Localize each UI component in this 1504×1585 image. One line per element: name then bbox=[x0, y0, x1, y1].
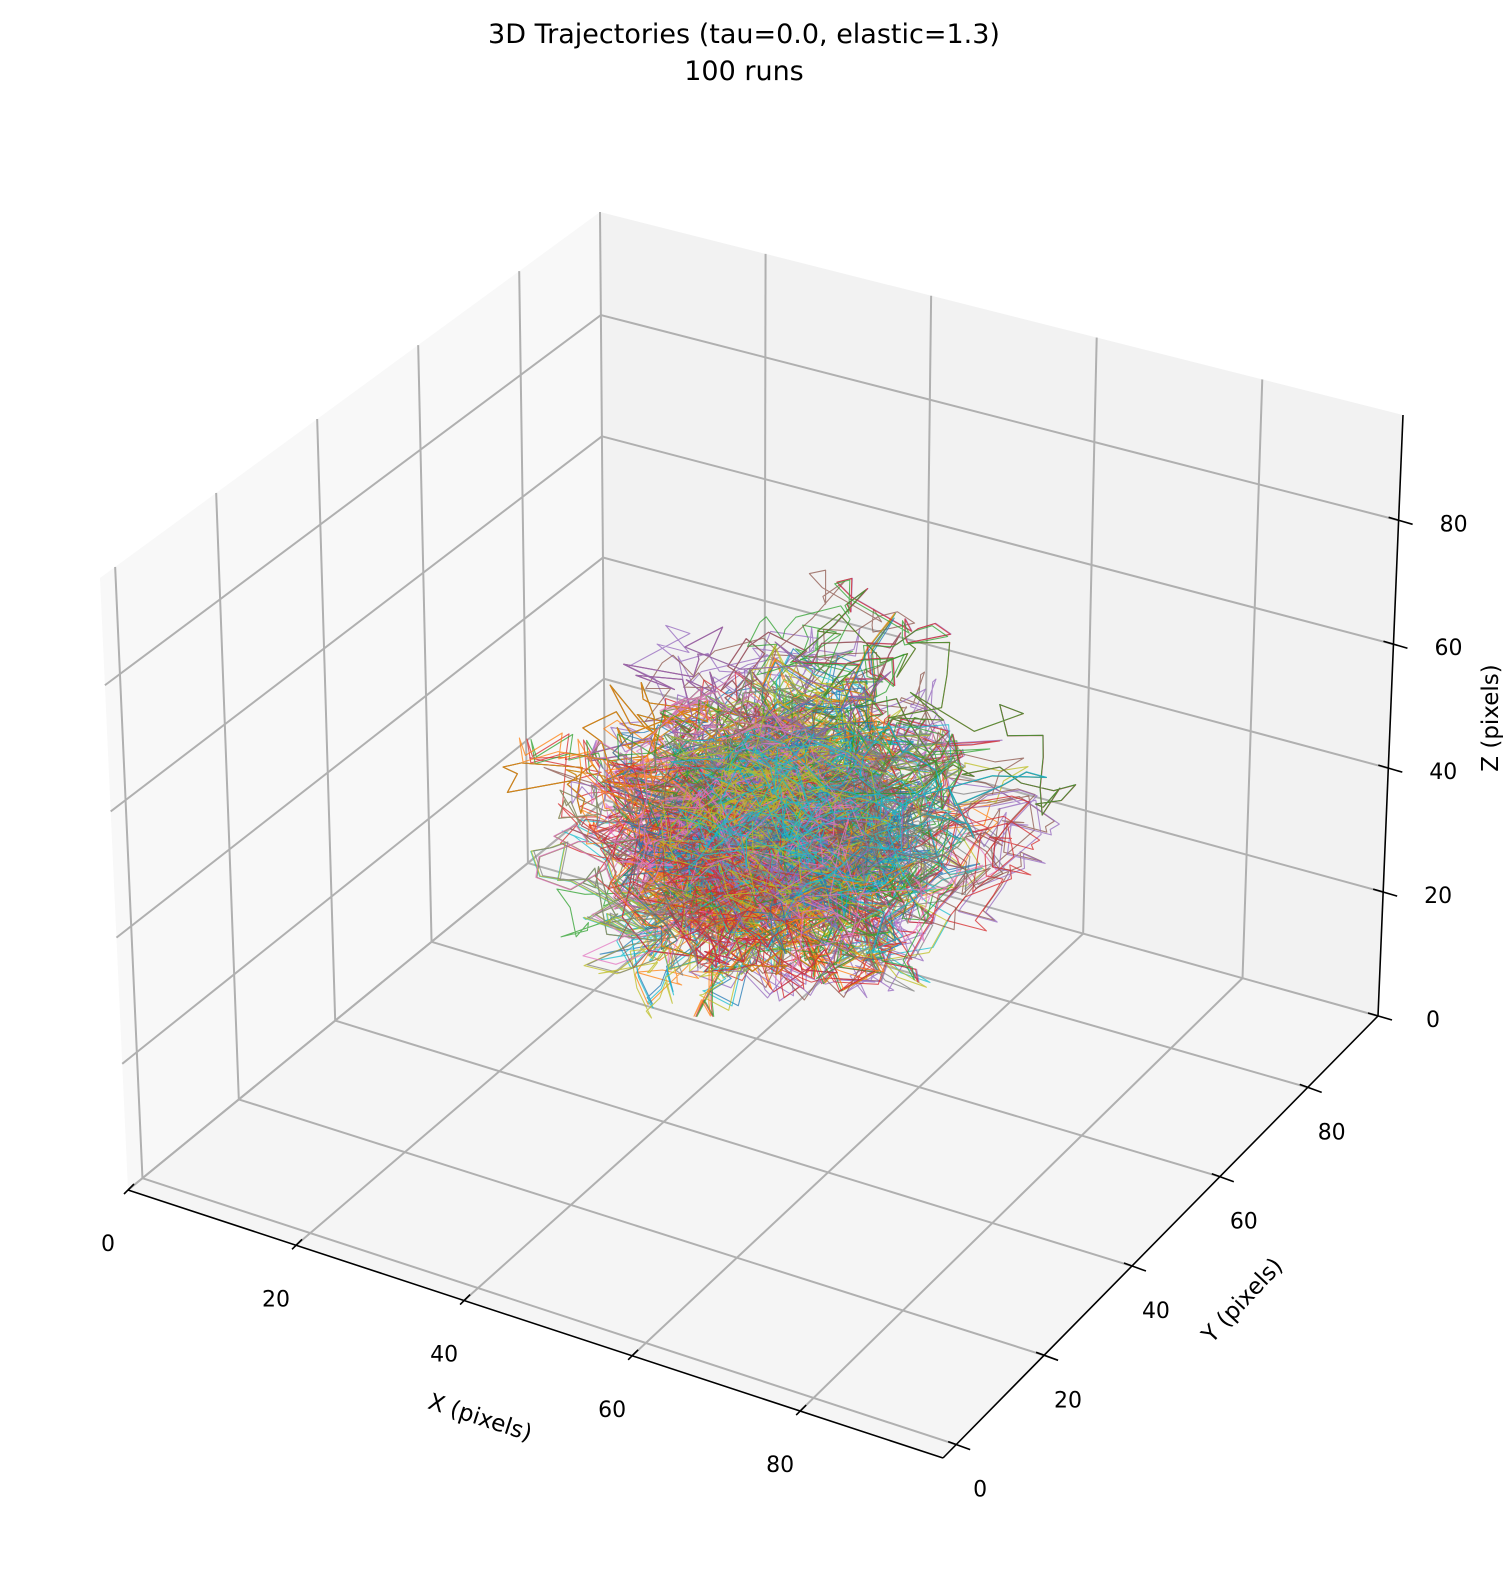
floor-gridline-y bbox=[238, 1098, 1045, 1357]
floor-gridline-y bbox=[431, 940, 1221, 1178]
x-tick-label: 80 bbox=[766, 1453, 794, 1478]
left-gridline-z bbox=[110, 435, 603, 813]
x-tick bbox=[291, 1238, 303, 1250]
trajectory-line bbox=[659, 678, 927, 910]
z-tick-label: 20 bbox=[1424, 884, 1452, 909]
left-gridline-y bbox=[114, 566, 144, 1179]
panes bbox=[100, 212, 1403, 1458]
y-tick-label: 60 bbox=[1230, 1210, 1258, 1235]
z-tick bbox=[1383, 640, 1408, 650]
left-gridline-z bbox=[104, 314, 602, 687]
floor-gridline-y bbox=[142, 1177, 957, 1446]
z-tick bbox=[1388, 516, 1413, 526]
trajectory-line bbox=[558, 668, 966, 976]
x-tick bbox=[627, 1349, 639, 1361]
y-axis-label: Y (pixels) bbox=[1196, 1253, 1288, 1349]
trajectories bbox=[502, 569, 1077, 1019]
axes: 0 20 40 60 80 0 20 40 60 80 0 20 40 60 80 bbox=[101, 414, 1468, 1503]
trajectory-line bbox=[670, 722, 1047, 954]
z-tick-label: 80 bbox=[1440, 512, 1468, 537]
back-gridline-x bbox=[1082, 337, 1098, 934]
floor-gridline-x bbox=[799, 977, 1244, 1412]
x-tick-label: 40 bbox=[430, 1343, 458, 1368]
x-tick bbox=[123, 1183, 135, 1195]
subtitle-line: 100 runs bbox=[684, 56, 804, 87]
x-axis-line bbox=[127, 1189, 944, 1459]
trajectory-line bbox=[720, 631, 1004, 947]
x-tick-label: 20 bbox=[262, 1287, 290, 1312]
y-tick bbox=[1123, 1262, 1147, 1272]
left-gridline-y bbox=[518, 271, 529, 864]
x-tick-label: 0 bbox=[101, 1232, 115, 1257]
chart-title: 3D Trajectories (tau=0.0, elastic=1.3) 1… bbox=[0, 16, 1488, 90]
z-tick bbox=[1372, 888, 1398, 897]
floor-gridline-x bbox=[631, 932, 1084, 1357]
y-tick-label: 0 bbox=[973, 1478, 987, 1503]
x-tick bbox=[459, 1293, 471, 1306]
trajectory-line bbox=[594, 714, 1041, 985]
left-gridline-z bbox=[115, 556, 604, 939]
y-tick bbox=[1035, 1351, 1059, 1362]
y-tick-label: 20 bbox=[1054, 1388, 1082, 1413]
z-tick-label: 40 bbox=[1429, 760, 1457, 785]
title-line: 3D Trajectories (tau=0.0, elastic=1.3) bbox=[488, 19, 1000, 50]
back-gridline-z bbox=[602, 556, 1389, 770]
x-axis-label: X (pixels) bbox=[425, 1389, 535, 1447]
z-tick-label: 60 bbox=[1434, 636, 1462, 661]
trajectory-line bbox=[611, 687, 948, 972]
x-tick bbox=[795, 1404, 807, 1416]
back-gridline-x bbox=[1241, 379, 1264, 979]
left-gridline-z bbox=[127, 799, 606, 1191]
left-gridline-y bbox=[316, 419, 337, 1021]
z-axis-label: Z (pixels) bbox=[1478, 664, 1504, 771]
left-gridline-z bbox=[121, 677, 605, 1065]
left-gridline-y bbox=[417, 345, 433, 942]
back-gridline-z bbox=[601, 435, 1394, 646]
gridlines bbox=[104, 211, 1399, 1446]
floor-gridline-y bbox=[334, 1019, 1133, 1267]
back-gridline-z bbox=[600, 314, 1399, 522]
y-tick-label: 40 bbox=[1142, 1299, 1170, 1324]
y-tick-label: 80 bbox=[1318, 1120, 1346, 1145]
z-tick-label: 0 bbox=[1426, 1008, 1440, 1033]
floor-pane bbox=[128, 800, 1378, 1458]
left-gridline-y bbox=[215, 492, 240, 1100]
z-axis-line bbox=[1377, 414, 1404, 1017]
left-pane bbox=[100, 212, 605, 1190]
y-tick bbox=[1299, 1083, 1322, 1094]
x-tick-label: 60 bbox=[598, 1398, 626, 1423]
back-gridline-x bbox=[599, 211, 606, 801]
z-tick bbox=[1367, 1012, 1393, 1021]
y-tick bbox=[947, 1440, 971, 1451]
y-axis-line bbox=[942, 1015, 1379, 1459]
z-tick bbox=[1378, 764, 1403, 773]
trajectory-line bbox=[611, 761, 846, 968]
y-tick bbox=[1211, 1172, 1235, 1183]
